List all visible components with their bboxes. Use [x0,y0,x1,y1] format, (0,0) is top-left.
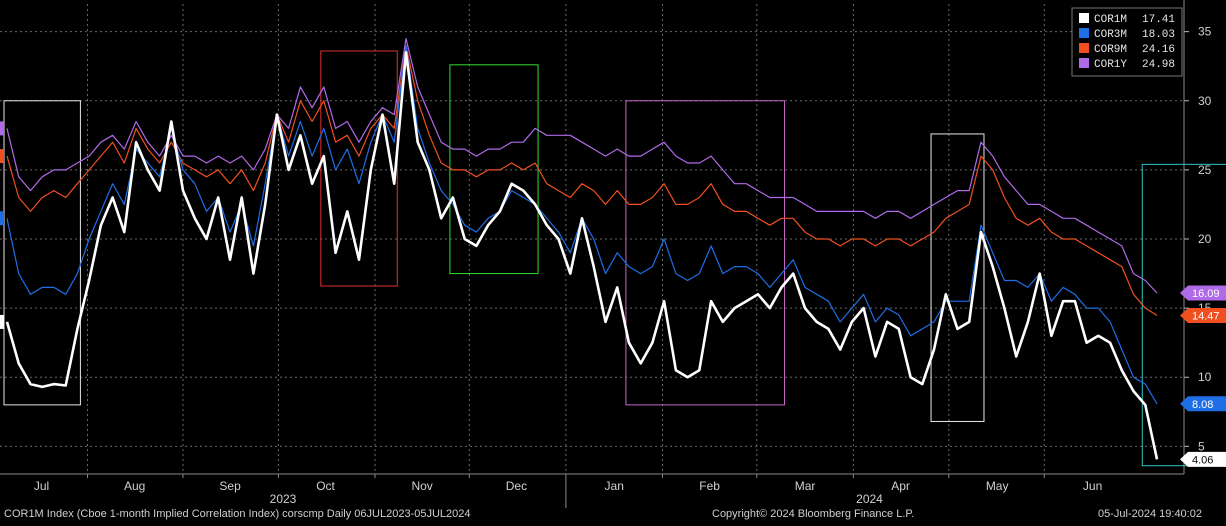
last-value-badge [1180,396,1226,412]
x-tick-label: Dec [506,479,527,493]
x-tick-label: Oct [316,479,335,493]
y-tick-label: 5 [1198,439,1205,453]
y-tick-label: 35 [1198,25,1212,39]
x-tick-label: May [986,479,1009,493]
legend-name: COR3M [1094,29,1127,41]
last-value-label: 4.06 [1192,454,1213,466]
legend-name: COR1Y [1094,59,1127,71]
last-value-badge [1180,285,1226,301]
last-value-label: 16.09 [1192,288,1220,300]
y-tick-label: 10 [1198,370,1212,384]
x-tick-label: Mar [795,479,816,493]
start-marker [0,314,4,329]
x-tick-label: Jan [605,479,624,493]
legend-box [1071,7,1183,77]
legend-swatch [1079,28,1089,38]
x-tick-label: Apr [891,479,910,493]
series-line-cor1m [5,51,1159,460]
start-marker [0,149,4,164]
legend-swatch [1079,58,1089,68]
highlight-box [320,50,398,287]
start-marker [0,211,4,226]
last-value-badge [1180,307,1226,323]
series-line-cor3m [6,44,1158,405]
year-label: 2024 [856,492,883,506]
y-tick-label: 25 [1198,163,1212,177]
highlight-box [3,100,81,406]
x-tick-label: Sep [219,479,241,493]
grid-lines [0,4,1184,474]
y-tick-label: 30 [1198,94,1212,108]
series-lines [5,37,1159,460]
x-tick-label: Nov [411,479,432,493]
axis: 5101520253035JulAugSepOctNovDecJanFebMar… [0,0,1212,508]
legend-value: 18.03 [1142,29,1175,41]
last-value-badge [1180,451,1226,467]
start-marker [0,121,4,136]
legend-value: 24.98 [1142,59,1175,71]
year-label: 2023 [270,492,297,506]
x-tick-label: Aug [124,479,145,493]
x-tick-label: Feb [699,479,720,493]
last-value-labels: 4.06 8.08 14.47 16.09 [0,121,1226,467]
x-tick-label: Jul [34,479,49,493]
highlight-box [625,100,785,406]
last-value-label: 14.47 [1192,310,1220,322]
y-tick-label: 20 [1198,232,1212,246]
legend-swatch [1079,43,1089,53]
legend-name: COR9M [1094,44,1127,56]
legend-value: 24.16 [1142,44,1175,56]
footer-left: COR1M Index (Cboe 1-month Implied Correl… [4,508,471,520]
series-line-cor9m [6,44,1158,316]
highlight-box [1141,163,1226,467]
x-tick-label: Jun [1083,479,1102,493]
last-value-label: 8.08 [1192,399,1213,411]
highlight-boxes [3,50,1226,467]
series-line-cor1y [6,37,1158,294]
highlight-box [930,133,985,422]
legend-name: COR1M [1094,14,1127,26]
legend: COR1M 17.41 COR3M 18.03 COR9M 24.16 COR1Y 24.98 [1071,7,1183,77]
footer-right: 05-Jul-2024 19:40:02 [1098,508,1202,520]
legend-swatch [1079,13,1089,23]
footer-center: Copyright© 2024 Bloomberg Finance L.P. [712,508,915,520]
legend-value: 17.41 [1142,14,1175,26]
